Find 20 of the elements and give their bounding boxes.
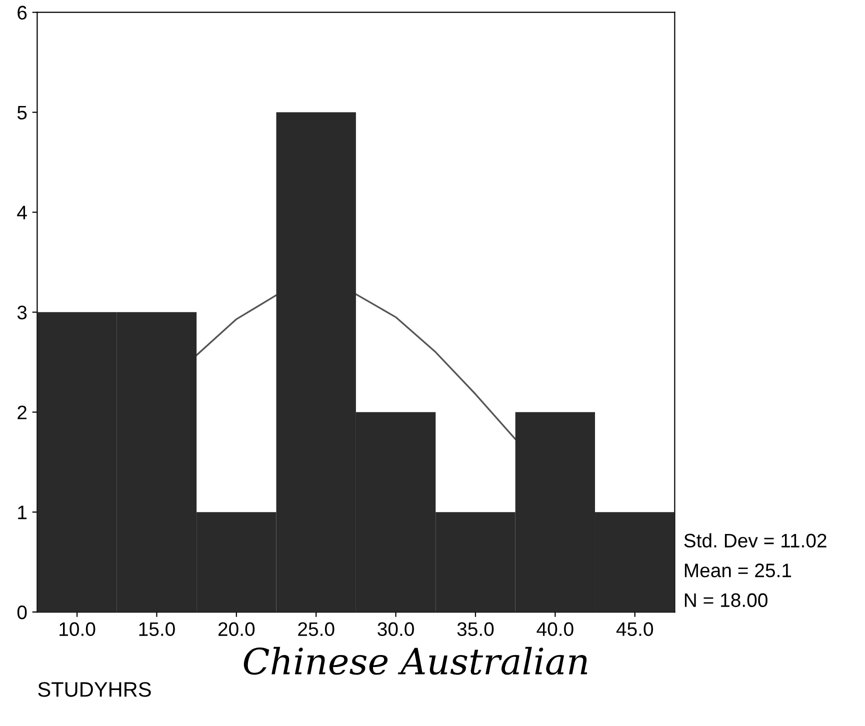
y-tick-label: 4 (17, 206, 27, 220)
x-tick-label: 10.0 (60, 622, 96, 636)
x-axis-title: STUDYHRS (38, 682, 151, 697)
y-tick-label: 3 (17, 306, 27, 320)
y-tick-label: 6 (18, 6, 27, 20)
x-tick-label: 25.0 (298, 622, 334, 636)
y-tick-label: 0 (17, 605, 27, 620)
x-tick-label: 20.0 (218, 622, 255, 636)
x-tick-label: 35.0 (457, 622, 494, 636)
text: N = 18.00 (684, 593, 768, 608)
text: Std. Dev = 11.02 (684, 533, 826, 548)
text: Chinese Australian (244, 646, 588, 675)
y-tick-label: 5 (17, 106, 27, 120)
y-tick-label: 1 (18, 506, 27, 520)
x-tick-label: 40.0 (536, 622, 574, 636)
y-tick-label: 2 (18, 406, 26, 420)
x-tick-label: 30.0 (378, 622, 414, 636)
text: Mean = 25.1 (684, 564, 792, 578)
x-tick-label: 45.0 (616, 622, 654, 636)
x-tick-label: 15.0 (139, 622, 175, 636)
